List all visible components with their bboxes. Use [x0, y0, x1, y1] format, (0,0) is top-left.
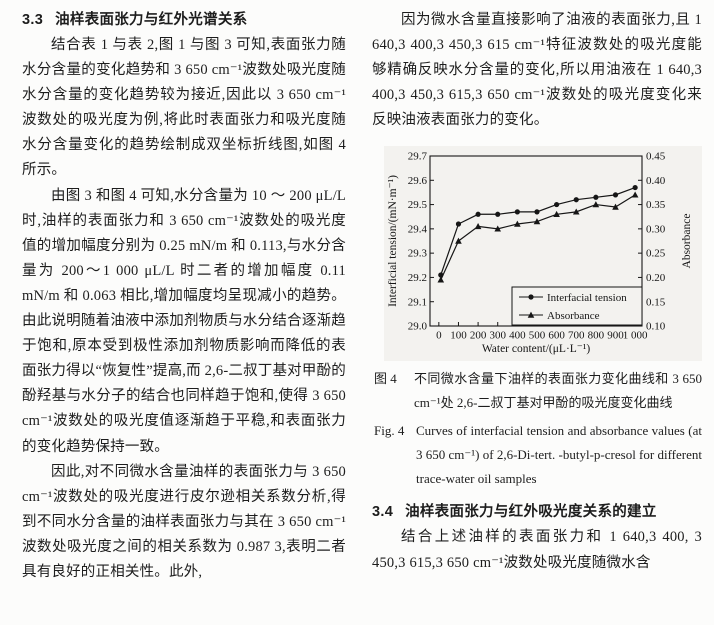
svg-text:600: 600 [548, 330, 565, 342]
svg-text:0.35: 0.35 [646, 200, 666, 212]
svg-text:29.5: 29.5 [408, 200, 428, 212]
svg-text:200: 200 [470, 330, 487, 342]
svg-text:0.25: 0.25 [646, 248, 666, 260]
svg-text:0.15: 0.15 [646, 297, 666, 309]
paragraph-2: 由图 3 和图 4 可知,水分含量为 10 ～ 200 μL/L 时,油样的表面… [22, 187, 346, 455]
y-axis-label-left: Interficial tension/(mN·m⁻¹) [387, 175, 399, 307]
svg-text:29.3: 29.3 [408, 248, 428, 260]
left-column: 3.3 油样表面张力与红外光谱关系 结合表 1 与表 2,图 1 与图 3 可知,… [22, 8, 346, 585]
figure-caption-cn-text: 不同微水含量下油样的表面张力变化曲线和 3 650 cm⁻¹处 2,6-二叔丁基… [414, 371, 702, 411]
section-number: 3.4 [372, 504, 394, 521]
series-triangle [437, 191, 639, 284]
svg-text:400: 400 [509, 330, 526, 342]
svg-text:29.4: 29.4 [408, 224, 428, 236]
svg-text:29.6: 29.6 [408, 175, 428, 187]
section-heading-3-3: 3.3 油样表面张力与红外光谱关系 [22, 8, 346, 33]
paper-page: 3.3 油样表面张力与红外光谱关系 结合表 1 与表 2,图 1 与图 3 可知,… [22, 8, 702, 585]
chart-legend: Interfacial tension Absorbance [511, 286, 643, 326]
svg-text:0.45: 0.45 [646, 151, 666, 163]
svg-text:29.1: 29.1 [408, 297, 427, 309]
svg-text:700: 700 [568, 330, 585, 342]
svg-text:0.40: 0.40 [646, 175, 666, 187]
svg-text:29.2: 29.2 [408, 272, 427, 284]
section-heading-3-4: 3.4 油样表面张力与红外吸光度关系的建立 [372, 500, 702, 525]
svg-text:500: 500 [529, 330, 546, 342]
figure-4-chart-svg: 29.0 29.1 29.2 29.3 29.4 29.5 29.6 29.7 0.10 0.15… [387, 151, 693, 355]
svg-text:0.20: 0.20 [646, 272, 666, 284]
series-dot [438, 185, 638, 279]
x-axis-label: Water content/(μL·L⁻¹) [482, 343, 590, 355]
svg-text:0.10: 0.10 [646, 321, 666, 333]
svg-text:Absorbance: Absorbance [547, 310, 600, 322]
section-title: 油样表面张力与红外光谱关系 [55, 12, 248, 28]
svg-text:300: 300 [489, 330, 506, 342]
section-number: 3.3 [22, 12, 44, 28]
svg-text:900: 900 [607, 330, 624, 342]
svg-text:Interfacial tension: Interfacial tension [547, 292, 627, 304]
paragraph-1: 结合表 1 与表 2,图 1 与图 3 可知,表面张力随水分含量的变化趋势和 3… [22, 37, 346, 179]
y-axis-label-right: Absorbance [681, 214, 693, 269]
svg-text:29.0: 29.0 [408, 321, 428, 333]
svg-text:0: 0 [436, 330, 442, 342]
svg-text:800: 800 [588, 330, 605, 342]
section-title: 油样表面张力与红外吸光度关系的建立 [405, 504, 657, 521]
figure-caption-en: Fig. 4 Curves of interfacial tension and… [374, 419, 702, 491]
chart-axes: 29.0 29.1 29.2 29.3 29.4 29.5 29.6 29.7 0.10 0.15… [408, 151, 666, 342]
paragraph-5: 结合上述油样的表面张力和 1 640,3 400, 3 450,3 615,3 … [372, 529, 702, 571]
figure-caption-en-label: Fig. 4 [374, 423, 405, 439]
paragraph-3: 因此,对不同微水含量油样的表面张力与 3 650 cm⁻¹波数处的吸光度进行皮尔… [22, 463, 346, 580]
svg-text:1 000: 1 000 [623, 330, 648, 342]
figure-4: 29.0 29.1 29.2 29.3 29.4 29.5 29.6 29.7 0.10 0.15… [384, 146, 702, 362]
right-column: 因为微水含量直接影响了油液的表面张力,且 1 640,3 400,3 450,3… [372, 8, 702, 585]
figure-caption-cn: 图 4 不同微水含量下油样的表面张力变化曲线和 3 650 cm⁻¹处 2,6-… [374, 367, 702, 415]
svg-text:29.7: 29.7 [408, 151, 428, 163]
figure-caption-cn-label: 图 4 [374, 371, 397, 387]
paragraph-4: 因为微水含量直接影响了油液的表面张力,且 1 640,3 400,3 450,3… [372, 12, 702, 129]
svg-text:0.30: 0.30 [646, 224, 666, 236]
figure-caption-en-text: Curves of interfacial tension and absorb… [416, 423, 702, 487]
svg-text:100: 100 [450, 330, 467, 342]
